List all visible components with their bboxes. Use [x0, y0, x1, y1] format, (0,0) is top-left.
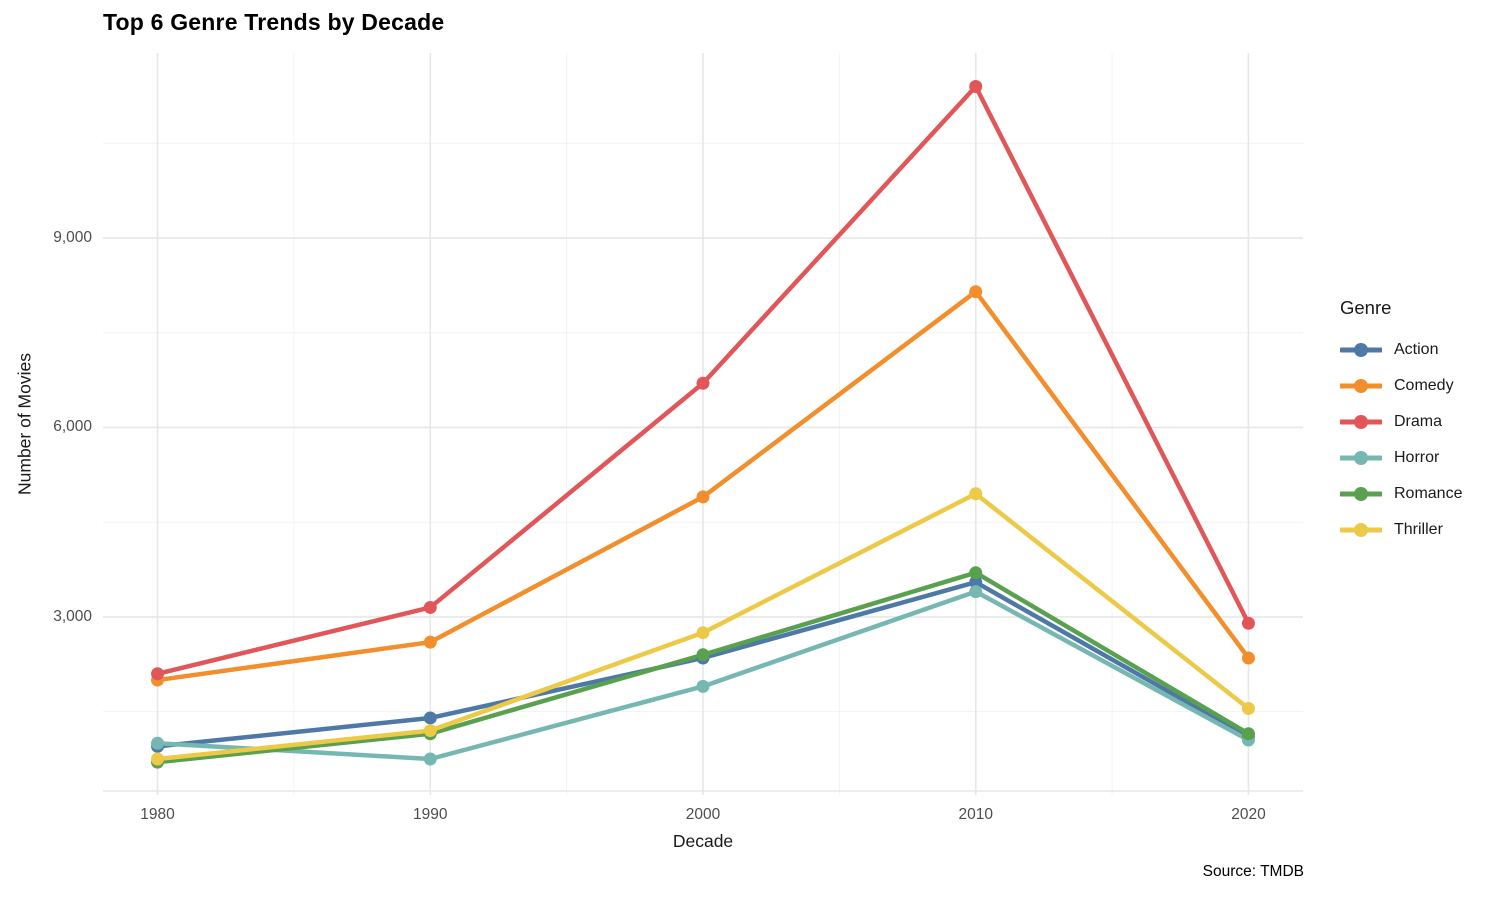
legend-item-thriller: Thriller [1340, 512, 1462, 548]
point-romance-2020 [1241, 727, 1255, 741]
legend-key-icon [1340, 343, 1382, 357]
legend-item-drama: Drama [1340, 404, 1462, 440]
point-drama-1980 [151, 667, 165, 681]
source-note: Source: TMDB [1202, 863, 1304, 880]
point-drama-2020 [1241, 616, 1255, 630]
y-tick-label: 3,000 [53, 607, 92, 625]
legend-item-action: Action [1340, 332, 1462, 368]
x-tick-label: 2000 [685, 806, 721, 823]
legend-label: Drama [1394, 413, 1443, 430]
point-romance-2010 [969, 566, 983, 580]
legend-label: Romance [1394, 485, 1463, 502]
legend-label: Comedy [1394, 377, 1454, 394]
legend-key-icon [1340, 379, 1382, 393]
legend-label: Action [1394, 341, 1439, 358]
point-drama-2000 [696, 376, 710, 390]
legend-item-comedy: Comedy [1340, 368, 1462, 404]
legend-key-icon [1340, 487, 1382, 501]
legend-label: Thriller [1394, 521, 1443, 538]
point-action-1990 [423, 711, 437, 725]
point-romance-2000 [696, 648, 710, 662]
point-horror-2000 [696, 679, 710, 693]
point-comedy-1990 [423, 635, 437, 649]
point-drama-2010 [969, 79, 983, 93]
point-drama-1990 [423, 600, 437, 614]
legend-label: Horror [1394, 449, 1440, 466]
point-comedy-2000 [696, 490, 710, 504]
legend-item-horror: Horror [1340, 440, 1462, 476]
point-thriller-2000 [696, 626, 710, 640]
point-thriller-2020 [1241, 701, 1255, 715]
point-horror-1990 [423, 752, 437, 766]
chart-title: Top 6 Genre Trends by Decade [103, 9, 445, 35]
y-tick-label: 6,000 [53, 418, 92, 436]
point-comedy-2010 [969, 285, 983, 299]
x-tick-label: 2020 [1231, 806, 1266, 823]
point-comedy-2020 [1241, 651, 1255, 665]
x-tick-label: 1990 [413, 806, 448, 823]
point-thriller-1980 [151, 752, 165, 766]
legend: Genre Action Comedy Drama Horror Romance Thri… [1340, 297, 1462, 548]
y-tick-label: 9,000 [53, 229, 92, 247]
legend-key-icon [1340, 451, 1382, 465]
legend-title: Genre [1340, 297, 1392, 318]
legend-key-icon [1340, 523, 1382, 537]
legend-items: Action Comedy Drama Horror Romance Thriller [1340, 332, 1462, 548]
x-tick-label: 1980 [140, 806, 175, 823]
point-horror-2010 [969, 585, 983, 599]
point-action-2010 [969, 575, 983, 589]
point-thriller-1990 [423, 724, 437, 738]
legend-item-romance: Romance [1340, 476, 1462, 512]
point-horror-1980 [151, 736, 165, 750]
point-thriller-2010 [969, 487, 983, 501]
x-tick-label: 2010 [958, 806, 993, 823]
legend-key-icon [1340, 415, 1382, 429]
x-axis-title: Decade [672, 831, 734, 851]
